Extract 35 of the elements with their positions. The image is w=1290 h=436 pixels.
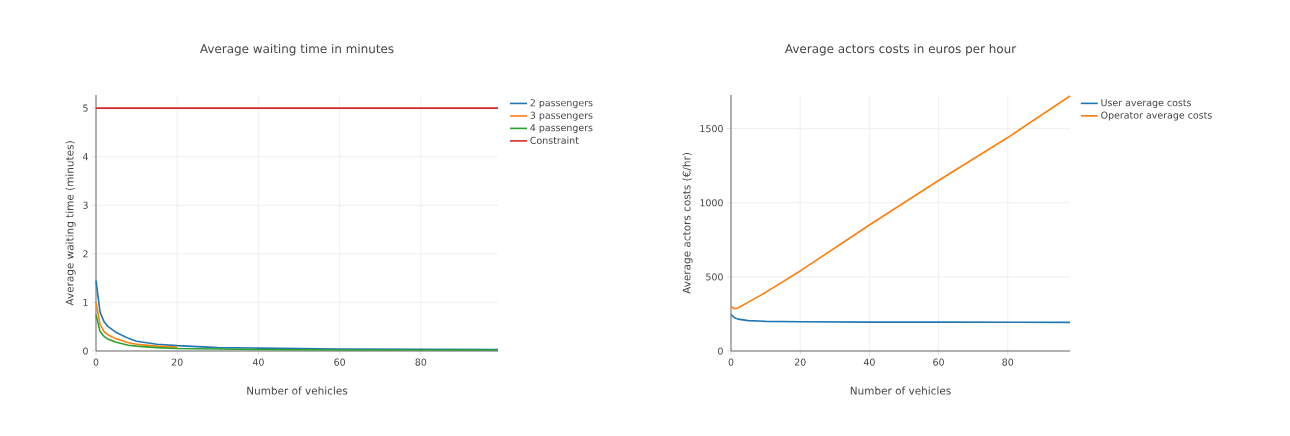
x-tick-label: 80 xyxy=(415,358,427,366)
x-tick-label: 20 xyxy=(171,358,183,366)
x-axis-title: Number of vehicles xyxy=(850,386,951,395)
legend-label: 3 passengers xyxy=(530,111,593,121)
y-tick-label: 500 xyxy=(706,273,723,281)
x-tick-label: 60 xyxy=(933,358,944,366)
x-tick-label: 0 xyxy=(728,358,734,366)
y-axis-title: Average actors costs (€/hr) xyxy=(682,153,693,294)
legend-label: 2 passengers xyxy=(530,99,593,109)
y-tick-label: 3 xyxy=(83,201,88,209)
legend-label: 4 passengers xyxy=(530,124,593,134)
legend-label: Operator average costs xyxy=(1101,111,1212,121)
y-tick-label: 5 xyxy=(83,104,88,112)
line-series xyxy=(95,301,179,348)
x-tick-label: 40 xyxy=(863,358,875,366)
x-tick-label: 60 xyxy=(334,358,346,366)
x-tick-label: 20 xyxy=(794,358,806,366)
legend-label: Constraint xyxy=(530,136,579,144)
y-tick-label: 2 xyxy=(83,250,88,258)
line-series xyxy=(730,95,1071,310)
y-tick-label: 1 xyxy=(83,298,88,306)
y-tick-label: 0 xyxy=(718,347,723,355)
y-tick-label: 4 xyxy=(82,153,88,161)
x-axis-title: Number of vehicles xyxy=(247,386,348,395)
chart-title: Average actors costs in euros per hour xyxy=(784,43,1017,56)
line-series xyxy=(730,313,1071,324)
x-tick-label: 40 xyxy=(252,358,264,366)
y-tick-label: 1500 xyxy=(700,125,723,133)
chart-title: Average waiting time in minutes xyxy=(200,43,394,56)
legend-label: User average costs xyxy=(1101,99,1192,109)
y-tick-label: 1000 xyxy=(700,199,723,207)
y-axis-title: Average waiting time (minutes) xyxy=(65,141,76,306)
x-tick-label: 80 xyxy=(1002,358,1014,366)
x-tick-label: 0 xyxy=(93,358,99,366)
y-tick-label: 0 xyxy=(83,347,88,355)
